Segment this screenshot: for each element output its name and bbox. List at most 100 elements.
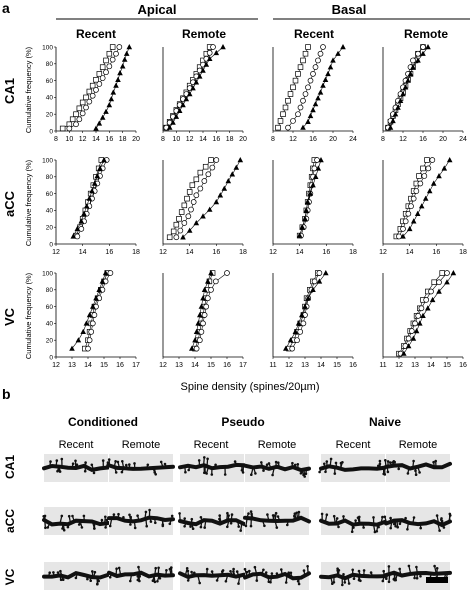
data-point-circle xyxy=(290,118,296,124)
dendrite-spine-head xyxy=(170,514,174,518)
dendrite-spine-head xyxy=(84,461,87,464)
data-point-triangle xyxy=(205,278,211,284)
dendrite-spine-head xyxy=(133,526,137,530)
data-point-triangle xyxy=(86,195,93,201)
dendrite-spine-head xyxy=(114,471,118,474)
dendrite-spine-head xyxy=(183,525,186,528)
data-point-triangle xyxy=(425,305,431,311)
dendrite-spine-head xyxy=(324,470,327,474)
plot-ca1-apical-recent-ytick-label: 40 xyxy=(46,95,54,102)
dendrite-spine-head xyxy=(386,460,390,463)
dendrite-spine-head xyxy=(274,460,278,464)
data-point-triangle xyxy=(198,303,205,309)
data-point-circle xyxy=(93,86,99,93)
data-point-square xyxy=(83,94,89,101)
data-point-triangle xyxy=(307,190,314,196)
dendrite-spine-head xyxy=(224,580,228,583)
data-point-square xyxy=(86,88,93,95)
data-point-triangle xyxy=(304,199,311,205)
dendrite-spine-head xyxy=(61,578,65,581)
data-point-triangle xyxy=(69,345,75,351)
data-point-square xyxy=(282,104,289,111)
data-point-triangle xyxy=(96,286,102,292)
data-point-square xyxy=(300,57,306,64)
dendrite-shaft xyxy=(243,571,311,581)
plot-ca1-apical-recent-ytick-label: 20 xyxy=(46,112,54,119)
data-point-square xyxy=(69,116,76,122)
data-point-triangle xyxy=(415,57,421,63)
dendrite-spine-head xyxy=(357,569,361,573)
dendrite-spine-head xyxy=(396,525,400,529)
plot-vc-apical-remote-series-line-open-circle xyxy=(196,272,228,349)
data-point-circle xyxy=(188,206,194,213)
dendrite-spine xyxy=(433,565,437,574)
column-label-apical-remote: Remote xyxy=(182,27,226,41)
dendrite-spine-head xyxy=(432,460,435,464)
dendrite-image-ca1-pseudo-recent xyxy=(178,454,246,482)
dendrite-spine-head xyxy=(262,568,265,572)
data-point-triangle xyxy=(200,67,206,73)
data-point-circle xyxy=(109,56,116,63)
data-point-triangle xyxy=(81,210,87,216)
data-point-triangle xyxy=(213,199,220,205)
data-point-circle xyxy=(408,203,414,210)
dendrite-spine-head xyxy=(331,582,334,585)
dendrite-spine-head xyxy=(320,512,324,516)
dendrite-spine-head xyxy=(334,461,338,465)
data-point-circle xyxy=(410,195,417,202)
data-point-triangle xyxy=(312,173,319,179)
plot-vc-basal-recent-xtick-label: 14 xyxy=(317,362,325,369)
dendrite-spine-head xyxy=(235,570,239,573)
plot-acc-apical-remote-series-line-filled-triangle xyxy=(182,159,241,238)
data-point-triangle xyxy=(446,157,453,163)
dendrite-spine-head xyxy=(104,526,107,529)
dendrite-spine-head xyxy=(59,569,62,573)
data-point-circle xyxy=(429,157,436,163)
data-point-triangle xyxy=(420,50,426,56)
dendrite-spine-head xyxy=(304,472,308,476)
dendrite-spine-head xyxy=(239,529,242,532)
data-point-square xyxy=(173,221,180,228)
dendrite-spine-head xyxy=(74,576,78,580)
dendrite-spine-head xyxy=(414,473,418,477)
dendrite-spine-head xyxy=(93,527,96,530)
data-point-triangle xyxy=(322,76,329,82)
data-point-square xyxy=(103,57,109,64)
column-label-basal-recent: Recent xyxy=(294,27,334,41)
dendrite-spine-head xyxy=(97,579,100,583)
dendrite-spine-head xyxy=(293,463,297,467)
dendrite-spine-head xyxy=(406,472,410,475)
plot-vc-apical-recent-xtick-label: 13 xyxy=(68,362,76,369)
data-point-triangle xyxy=(70,233,77,239)
plot-ca1-apical-remote-xtick-label: 18 xyxy=(226,136,234,143)
plot-acc-basal-recent-series-line-open-square xyxy=(299,159,315,236)
dendrite-spine-head xyxy=(96,582,99,586)
dendrite-spine-head xyxy=(129,579,132,583)
dendrite-spine-head xyxy=(161,523,165,526)
row-label-ca1: CA1 xyxy=(2,78,17,104)
data-point-circle xyxy=(193,192,200,199)
data-point-circle xyxy=(185,213,192,220)
dendrite-spine-head xyxy=(60,457,64,461)
plot-vc-apical-recent-xtick-label: 12 xyxy=(52,362,60,369)
plot-vc-apical-remote: 12 13 14 15 16 17 xyxy=(159,270,247,369)
data-point-triangle xyxy=(196,73,203,79)
plot-acc-apical-recent-ytick-label: 60 xyxy=(46,191,54,198)
dendrite-spine-head xyxy=(342,573,345,576)
dendrite-spine-head xyxy=(369,571,373,574)
dendrite-spine-head xyxy=(189,525,192,528)
plot-ca1-apical-recent-xtick-label: 14 xyxy=(92,136,100,143)
plot-vc-apical-remote-xtick-label: 13 xyxy=(175,362,183,369)
dendrite-spine-head xyxy=(80,526,84,529)
plot-ca1-basal-remote-xtick-label: 16 xyxy=(419,136,427,143)
data-point-triangle xyxy=(186,91,193,97)
dendrite-spine-head xyxy=(92,471,96,475)
dendrite-spine-head xyxy=(280,568,283,571)
data-point-triangle xyxy=(237,157,244,163)
dendrite-spine-head xyxy=(205,567,209,571)
plot-vc-apical-recent-ytick-label: 20 xyxy=(46,338,54,345)
dendrite-spine-head xyxy=(260,461,263,464)
dendrite-spine-head xyxy=(389,461,392,464)
dendrite-spine-head xyxy=(351,568,355,572)
data-point-square xyxy=(416,173,422,179)
